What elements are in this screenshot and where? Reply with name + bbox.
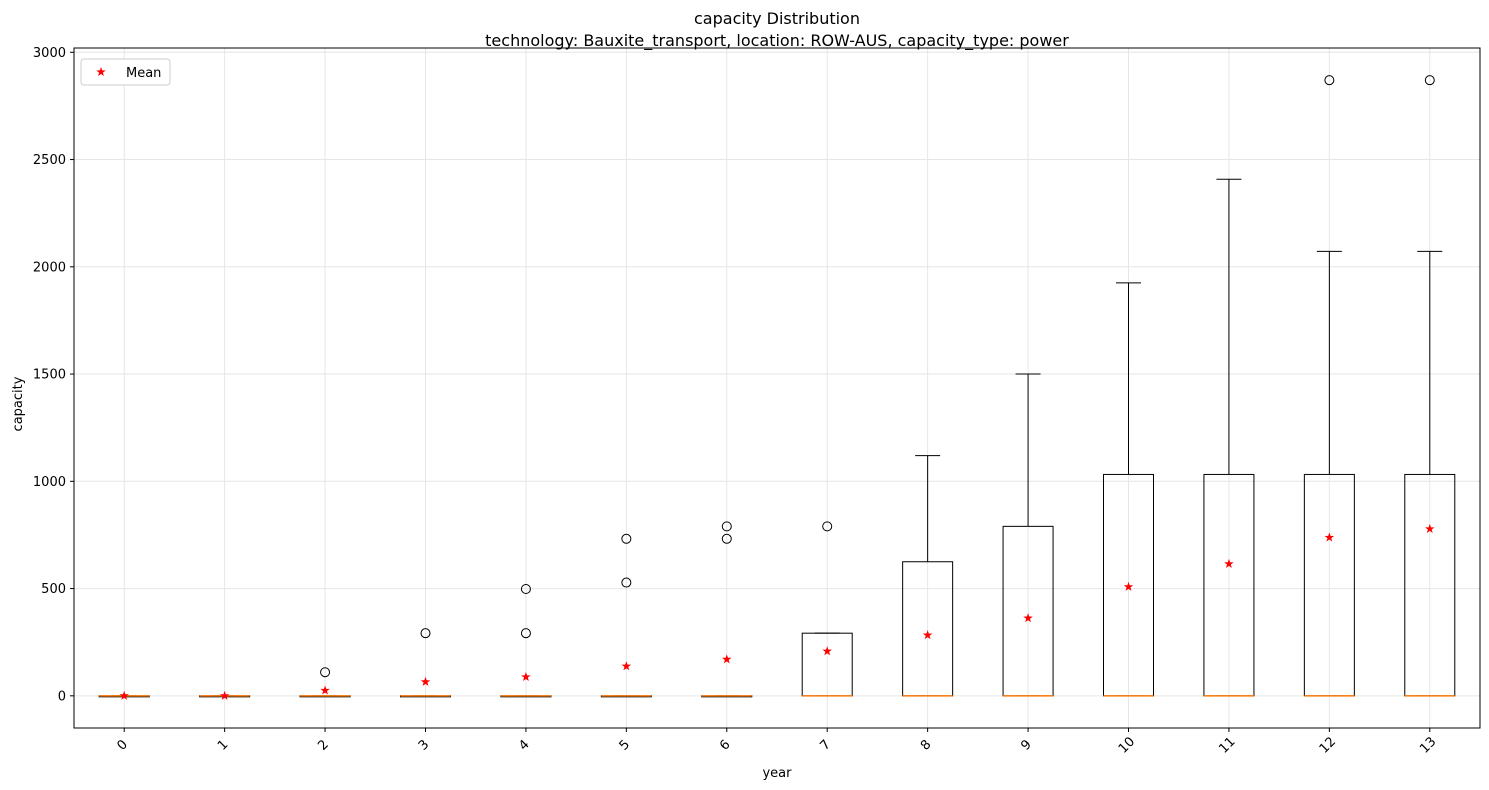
x-axis-label: year [762, 766, 792, 781]
box-year-9 [1002, 373, 1054, 697]
boxes-layer [98, 75, 1456, 700]
outlier-point [320, 667, 331, 678]
box-year-0 [98, 690, 150, 700]
x-tick-label: 1 [215, 737, 231, 753]
mean-marker [822, 646, 832, 656]
mean-marker [320, 685, 330, 695]
box-year-7 [801, 521, 853, 697]
outlier-point [1424, 75, 1435, 86]
mean-marker [1123, 581, 1134, 591]
x-tick-label: 0 [115, 737, 131, 753]
chart-title: capacity Distribution [694, 9, 860, 28]
box-year-12 [1303, 75, 1355, 697]
box-year-2 [299, 667, 351, 698]
x-tick-label: 5 [617, 737, 633, 753]
plot-frame [73, 47, 1481, 729]
y-tick-label: 2500 [33, 153, 66, 168]
mean-marker [219, 690, 230, 700]
x-tick-label: 13 [1417, 734, 1439, 756]
mean-marker [922, 630, 933, 640]
outlier-point [822, 521, 833, 532]
legend-mean-label: Mean [126, 66, 161, 81]
x-tick-label: 2 [315, 737, 331, 753]
outlier-point [721, 533, 732, 544]
box-year-11 [1203, 178, 1255, 697]
outlier-point [721, 521, 732, 532]
box-year-13 [1404, 75, 1456, 697]
box-year-3 [400, 628, 451, 698]
chart-subtitle: technology: Bauxite_transport, location:… [485, 31, 1069, 51]
box-year-5 [600, 533, 652, 698]
mean-marker [521, 671, 531, 681]
legend-frame [80, 58, 171, 86]
box-year-10 [1103, 282, 1154, 697]
box-year-1 [199, 690, 251, 700]
x-tick-label: 6 [717, 737, 733, 753]
mean-marker [722, 654, 732, 664]
outlier-point [1324, 75, 1335, 86]
y-tick-label: 1500 [33, 368, 66, 383]
x-tick-label: 10 [1116, 734, 1138, 756]
x-tick-label: 11 [1216, 734, 1238, 756]
outlier-point [520, 583, 531, 594]
y-tick-label: 0 [58, 689, 66, 704]
mean-marker [420, 676, 431, 686]
x-tick-label: 9 [1018, 737, 1034, 753]
outlier-point [420, 628, 431, 639]
mean-marker [1425, 523, 1435, 533]
mean-marker [1023, 613, 1033, 623]
outlier-point [520, 628, 531, 639]
x-tick-label: 7 [818, 737, 834, 753]
box-year-8 [902, 455, 954, 697]
grid-lines [74, 48, 1480, 728]
box-year-4 [500, 583, 552, 698]
mean-marker [1224, 558, 1234, 568]
legend: Mean [80, 58, 171, 86]
y-axis-label: capacity [11, 376, 26, 431]
mean-marker [1324, 532, 1335, 542]
x-tick-label: 4 [516, 737, 532, 753]
mean-marker [621, 661, 632, 671]
x-tick-label: 3 [416, 737, 432, 753]
y-tick-label: 500 [41, 582, 66, 597]
x-tick-label: 8 [918, 737, 934, 753]
outlier-point [621, 577, 632, 588]
y-tick-label: 3000 [33, 46, 66, 61]
legend-mean-marker [96, 67, 106, 77]
x-tick-label: 12 [1317, 734, 1339, 756]
box-year-6 [701, 521, 753, 698]
y-tick-label: 2000 [33, 260, 66, 275]
outlier-point [621, 533, 632, 544]
mean-marker [119, 690, 129, 700]
y-tick-label: 1000 [33, 475, 66, 490]
